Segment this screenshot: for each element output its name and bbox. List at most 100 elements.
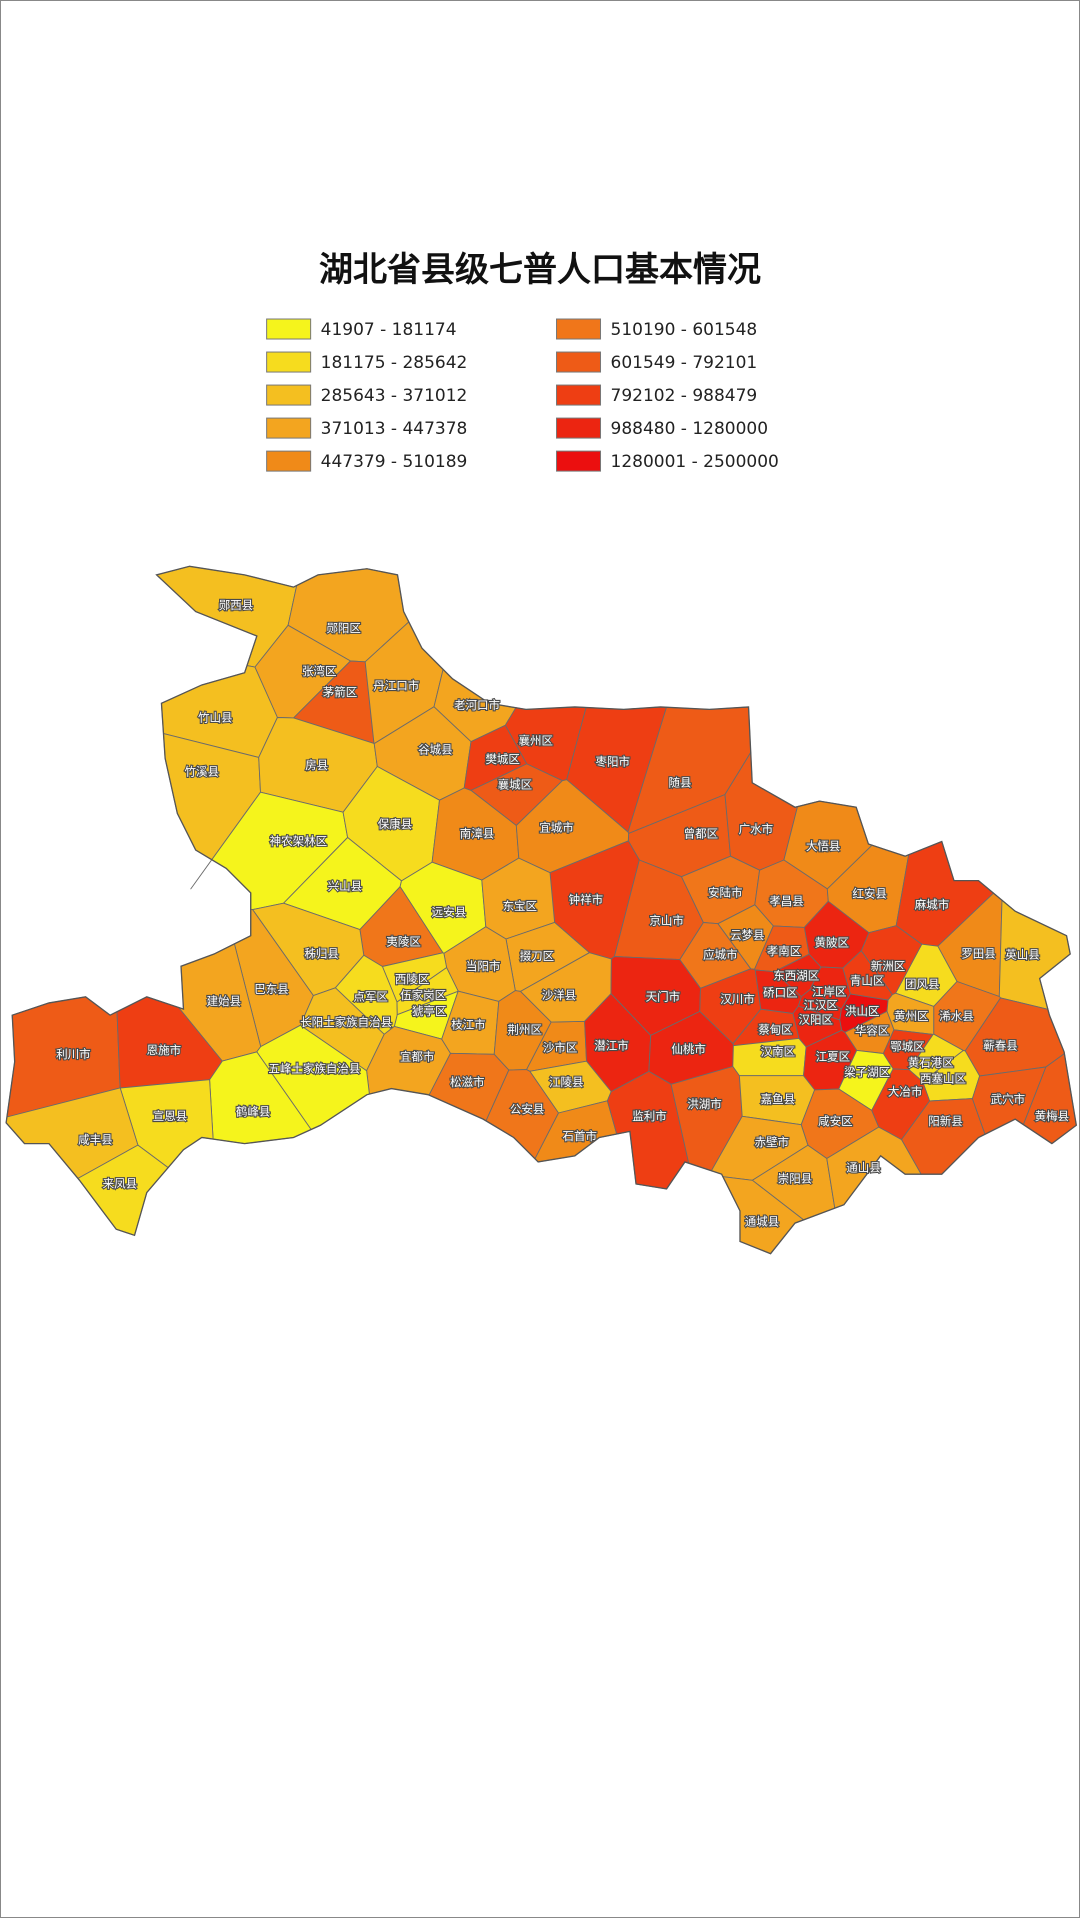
region-label: 伍家岗区 bbox=[400, 988, 446, 1002]
region-label: 宣恩县 bbox=[153, 1109, 188, 1123]
region-label: 老河口市 bbox=[454, 698, 500, 712]
map-title: 湖北省县级七普人口基本情况 bbox=[319, 250, 761, 290]
region-label: 宜城市 bbox=[539, 821, 574, 835]
legend-swatch bbox=[556, 351, 602, 373]
region-label: 张湾区 bbox=[302, 664, 337, 678]
region-label: 南漳县 bbox=[460, 827, 495, 841]
region-label: 江岸区 bbox=[812, 984, 847, 998]
legend-label: 1280001 - 2500000 bbox=[611, 452, 779, 472]
region-label: 西陵区 bbox=[395, 972, 430, 986]
region-label: 天门市 bbox=[646, 989, 681, 1003]
region-label: 房县 bbox=[305, 758, 328, 772]
region-label: 来凤县 bbox=[103, 1176, 138, 1190]
region-label: 钟祥市 bbox=[569, 893, 604, 907]
region-label: 鄂城区 bbox=[890, 1039, 925, 1053]
region-label: 郧西县 bbox=[219, 598, 254, 612]
region-label: 东宝区 bbox=[503, 899, 538, 913]
region-label: 长阳土家族自治县 bbox=[300, 1015, 392, 1029]
region-label: 沙洋县 bbox=[542, 988, 577, 1002]
region-label: 通山县 bbox=[846, 1161, 881, 1175]
legend-label: 285643 - 371012 bbox=[321, 386, 468, 406]
legend-swatch bbox=[266, 384, 312, 406]
region-label: 仙桃市 bbox=[671, 1042, 706, 1056]
region-label: 襄州区 bbox=[518, 734, 553, 748]
region-label: 团风县 bbox=[905, 977, 940, 991]
region-label: 远安县 bbox=[432, 905, 467, 919]
region-label: 江夏区 bbox=[816, 1049, 851, 1063]
region-label: 硚口区 bbox=[763, 986, 798, 1000]
region-label: 安陆市 bbox=[708, 885, 743, 899]
region-label: 竹山县 bbox=[198, 710, 233, 724]
region-label: 枝江市 bbox=[451, 1017, 486, 1031]
region-label: 茅箭区 bbox=[323, 685, 358, 699]
region-label: 大悟县 bbox=[806, 839, 841, 853]
region-label: 大冶市 bbox=[888, 1085, 923, 1099]
region-label: 点军区 bbox=[353, 989, 388, 1003]
region-label: 孝南区 bbox=[767, 944, 802, 958]
region-label: 汉南区 bbox=[761, 1044, 796, 1058]
legend-label: 510190 - 601548 bbox=[611, 320, 758, 340]
legend-swatch bbox=[266, 318, 312, 340]
legend-swatch bbox=[556, 417, 602, 439]
region-label: 罗田县 bbox=[961, 947, 996, 961]
region-label: 云梦县 bbox=[730, 928, 765, 942]
region-label: 咸丰县 bbox=[78, 1132, 113, 1146]
regions bbox=[5, 565, 1078, 1255]
region-label: 曾都区 bbox=[684, 827, 719, 841]
region-label: 神农架林区 bbox=[270, 834, 328, 848]
region-label: 郧阳区 bbox=[326, 621, 361, 635]
province-outline bbox=[5, 565, 1078, 1255]
region-label: 兴山县 bbox=[328, 879, 363, 893]
region-label: 黄梅县 bbox=[1035, 1109, 1070, 1123]
region-label: 掇刀区 bbox=[520, 949, 555, 963]
region-label: 鹤峰县 bbox=[236, 1104, 271, 1118]
legend-label: 601549 - 792101 bbox=[611, 353, 758, 373]
region-label: 丹江口市 bbox=[373, 679, 419, 693]
legend-swatch bbox=[556, 450, 602, 472]
legend-label: 792102 - 988479 bbox=[611, 386, 758, 406]
legend-swatch bbox=[556, 384, 602, 406]
region-label: 嘉鱼县 bbox=[761, 1092, 796, 1106]
region-label: 麻城市 bbox=[915, 898, 950, 912]
region-label: 江陵县 bbox=[549, 1075, 584, 1089]
region-label: 洪湖市 bbox=[687, 1097, 722, 1111]
region-label: 京山市 bbox=[649, 913, 684, 927]
region-label: 汉川市 bbox=[720, 992, 755, 1006]
legend-swatch bbox=[266, 450, 312, 472]
region-label: 孝昌县 bbox=[769, 894, 804, 908]
region-label: 华容区 bbox=[855, 1024, 890, 1038]
legend-label: 447379 - 510189 bbox=[321, 452, 468, 472]
legend-label: 988480 - 1280000 bbox=[611, 419, 769, 439]
region-label: 咸安区 bbox=[818, 1114, 853, 1128]
region-label: 应城市 bbox=[703, 948, 738, 962]
region-label: 潜江市 bbox=[594, 1038, 629, 1052]
region-label: 竹溪县 bbox=[185, 764, 220, 778]
region-label: 黄石港区 bbox=[908, 1055, 954, 1069]
region-label: 梁子湖区 bbox=[844, 1065, 890, 1079]
region-label: 樊城区 bbox=[485, 752, 520, 766]
region-label: 荆州区 bbox=[507, 1022, 542, 1036]
region-label: 谷城县 bbox=[418, 742, 453, 756]
region-label: 蕲春县 bbox=[983, 1038, 1018, 1052]
legend-swatch bbox=[556, 318, 602, 340]
region-label: 当阳市 bbox=[466, 959, 501, 973]
region-label: 监利市 bbox=[632, 1109, 667, 1123]
region-label: 黄陂区 bbox=[814, 936, 849, 950]
region-label: 汉阳区 bbox=[799, 1013, 834, 1027]
region-label: 江汉区 bbox=[803, 998, 838, 1012]
region-label: 公安县 bbox=[510, 1102, 545, 1116]
region-label: 洪山区 bbox=[845, 1004, 880, 1018]
legend-swatch bbox=[266, 351, 312, 373]
region-label: 武穴市 bbox=[991, 1092, 1026, 1106]
region-label: 新洲区 bbox=[871, 959, 906, 973]
region-label: 沙市区 bbox=[543, 1041, 578, 1055]
legend-swatch bbox=[266, 417, 312, 439]
region-label: 蔡甸区 bbox=[758, 1022, 793, 1036]
region-label: 利川市 bbox=[56, 1047, 91, 1061]
region-label: 东西湖区 bbox=[773, 969, 819, 983]
legend-label: 371013 - 447378 bbox=[321, 419, 468, 439]
region-label: 阳新县 bbox=[928, 1114, 963, 1128]
